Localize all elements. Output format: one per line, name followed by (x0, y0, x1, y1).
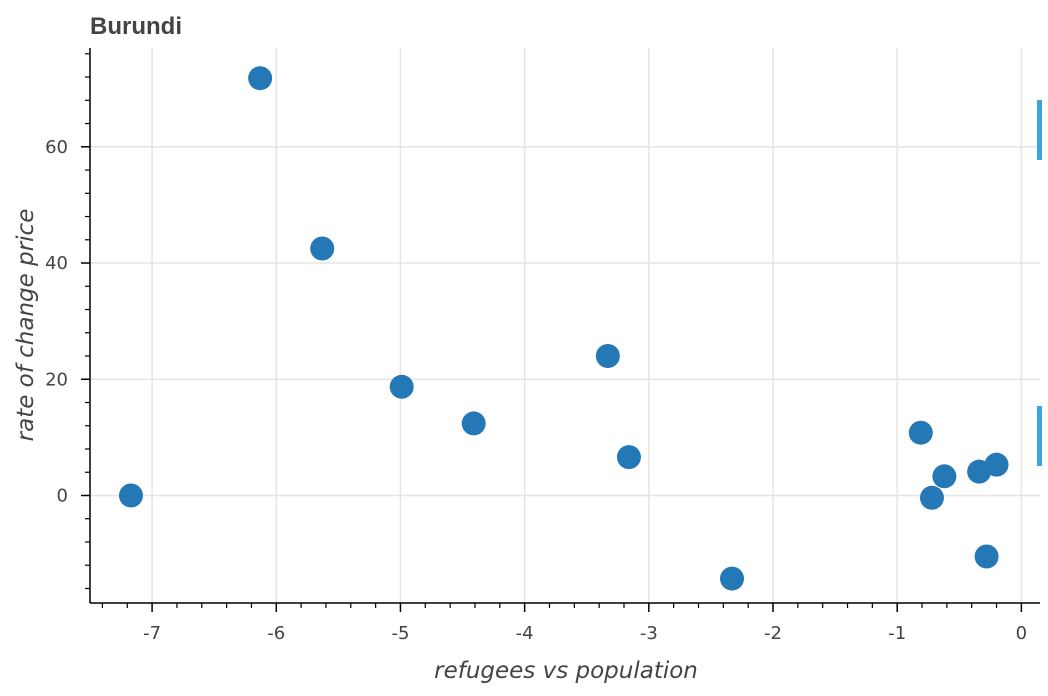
y-tick-label: 20 (45, 369, 68, 390)
data-point (908, 420, 933, 445)
toolbar-handle-bottom[interactable] (1037, 406, 1042, 466)
data-points (118, 66, 1009, 591)
data-point (461, 411, 486, 436)
data-point (932, 464, 957, 489)
y-tick-label: 40 (45, 253, 68, 274)
data-point (720, 566, 745, 591)
x-tick-label: -1 (888, 623, 906, 644)
data-point (389, 374, 414, 399)
x-tick-label: -6 (267, 623, 285, 644)
data-point (974, 544, 999, 569)
data-point (984, 452, 1009, 477)
data-point (310, 236, 335, 261)
y-tick-label: 0 (57, 485, 68, 506)
x-tick-label: -4 (516, 623, 534, 644)
x-tick-label: -7 (143, 623, 161, 644)
y-tick-label: 60 (45, 137, 68, 158)
data-point (616, 445, 641, 470)
x-axis-label: refugees vs population (434, 658, 698, 684)
data-point (595, 344, 620, 369)
data-point (919, 485, 944, 510)
x-tick-label: -3 (640, 623, 658, 644)
toolbar-handle-top[interactable] (1037, 100, 1042, 160)
data-point (118, 483, 143, 508)
y-axis-label: rate of change price (13, 209, 39, 442)
axes: -7 -6 -5 -4 -3 -2 -1 0 0 20 40 60 (45, 48, 1040, 644)
chart-title: Burundi (90, 13, 182, 40)
x-tick-label: -5 (391, 623, 409, 644)
grid-lines (90, 48, 1040, 603)
x-tick-label: 0 (1016, 623, 1027, 644)
x-tick-label: -2 (764, 623, 782, 644)
data-point (248, 66, 273, 91)
